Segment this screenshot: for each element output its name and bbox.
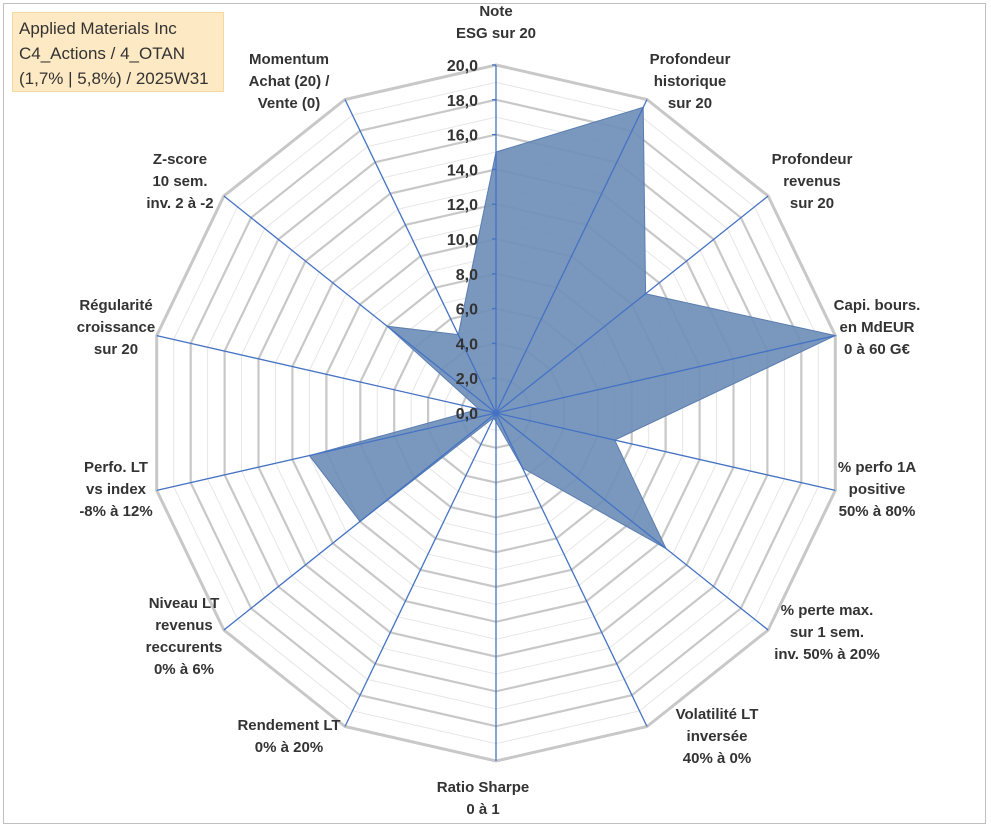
axis-label: revenus (783, 173, 841, 190)
radial-tick-label: 2,0 (456, 371, 478, 388)
axis-label: Rendement LT (237, 717, 340, 734)
axis-label: 0 à 1 (466, 801, 499, 818)
tick-layer: 0,0 2,0 4,0 6,0 8,0 10,0 12,0 14,0 16,0 18,0 20,0 (447, 58, 496, 423)
axis-label: Profondeur (650, 51, 731, 68)
axis-label: 0% à 6% (154, 661, 214, 678)
axis-spoke (223, 412, 497, 631)
axis-label: 0 à 60 G€ (844, 341, 911, 358)
radial-tick-label: 14,0 (447, 162, 478, 179)
axis-label: positive (849, 481, 906, 498)
axis-label: sur 20 (94, 341, 138, 358)
axis-label: % perte max. (781, 602, 874, 619)
axis-label: inv. 2 à -2 (146, 195, 213, 212)
axis-label: Momentum (249, 51, 329, 68)
axis-label: inversée (687, 728, 748, 745)
axis-label: Ratio Sharpe (437, 779, 530, 796)
axis-label: reccurents (146, 639, 223, 656)
axis-label: vs index (86, 481, 147, 498)
radial-tick-label: 16,0 (447, 128, 478, 145)
radial-tick-label: 12,0 (447, 197, 478, 214)
axis-label: inv. 50% à 20% (774, 646, 880, 663)
axis-spoke (344, 412, 497, 727)
axis-label: Vente (0) (258, 95, 321, 112)
axis-label: ESG sur 20 (456, 25, 536, 42)
axis-spoke (495, 412, 836, 492)
radial-tick-label: 4,0 (456, 336, 478, 353)
axis-label: % perfo 1A (838, 459, 917, 476)
axis-spoke (344, 99, 497, 414)
axis-spoke (223, 195, 497, 414)
axis-spoke (156, 412, 497, 492)
axis-label: Note (479, 3, 512, 20)
axis-spoke (495, 412, 648, 727)
title-line-2: C4_Actions / 4_OTAN (19, 44, 185, 63)
axis-label: Régularité (79, 297, 152, 314)
title-line-3: (1,7% | 5,8%) / 2025W31 (19, 69, 209, 88)
axis-label: 10 sem. (152, 173, 207, 190)
axis-label: Niveau LT (149, 595, 220, 612)
axis-label: -8% à 12% (79, 503, 152, 520)
axis-label: sur 20 (790, 195, 834, 212)
axis-label: sur 1 sem. (790, 624, 864, 641)
axis-label: croissance (77, 319, 155, 336)
axis-spoke (495, 195, 769, 414)
axis-label: Achat (20) / (249, 73, 331, 90)
axis-spoke (495, 412, 769, 631)
axis-label: 0% à 20% (255, 739, 323, 756)
radial-tick-label: 8,0 (456, 267, 478, 284)
axis-label: 50% à 80% (839, 503, 916, 520)
axis-label: 40% à 0% (683, 750, 751, 767)
series-area (308, 106, 837, 550)
axis-label: revenus (155, 617, 213, 634)
axis-label: Perfo. LT (84, 459, 148, 476)
spoke-layer (156, 65, 836, 761)
radial-tick-label: 6,0 (456, 302, 478, 319)
series-layer (308, 106, 837, 550)
axis-spoke (156, 334, 497, 414)
axis-label: sur 20 (668, 95, 712, 112)
radial-tick-label: 20,0 (447, 58, 478, 75)
axis-label-layer: Note ESG sur 20 Profondeur historique sur 20… (77, 3, 921, 818)
axis-label: historique (654, 73, 727, 90)
title-line-1: Applied Materials Inc (19, 19, 177, 38)
chart-title-box: Applied Materials Inc C4_Actions / 4_OTA… (12, 12, 224, 92)
axis-label: en MdEUR (840, 319, 915, 336)
radial-tick-label: 10,0 (447, 232, 478, 249)
radial-tick-label: 18,0 (447, 93, 478, 110)
axis-label: Capi. bours. (834, 297, 921, 314)
axis-label: Profondeur (772, 151, 853, 168)
axis-spoke (495, 99, 648, 414)
radial-tick-label: 0,0 (456, 406, 478, 423)
axis-label: Z-score (153, 151, 207, 168)
axis-spoke (495, 334, 836, 414)
axis-label: Volatilité LT (676, 706, 759, 723)
